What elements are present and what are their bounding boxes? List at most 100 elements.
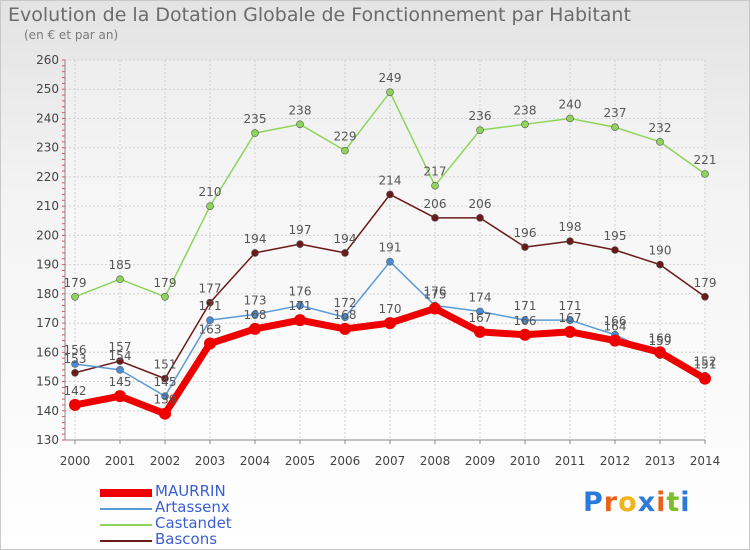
data-point-bascons bbox=[566, 237, 574, 246]
y-tick-label: 200 bbox=[36, 228, 59, 242]
data-label-bascons: 196 bbox=[514, 226, 537, 240]
data-label-artassenx: 154 bbox=[109, 349, 132, 363]
data-label-maurrin: 167 bbox=[559, 311, 582, 325]
data-label-bascons: 197 bbox=[289, 223, 312, 237]
data-label-castandet: 237 bbox=[604, 106, 627, 120]
data-label-bascons: 195 bbox=[604, 229, 627, 243]
data-point-maurrin bbox=[339, 322, 351, 335]
data-point-maurrin bbox=[519, 328, 531, 341]
y-tick-label: 140 bbox=[36, 404, 59, 418]
data-label-castandet: 238 bbox=[514, 103, 537, 117]
data-label-artassenx: 145 bbox=[154, 375, 177, 389]
data-point-artassenx bbox=[161, 392, 169, 400]
legend-label-maurrin: MAURRIN bbox=[155, 482, 226, 500]
y-tick-label: 150 bbox=[36, 375, 59, 389]
data-label-bascons: 198 bbox=[559, 220, 582, 234]
data-label-castandet: 238 bbox=[289, 103, 312, 117]
logo-letter: P bbox=[583, 487, 604, 518]
x-tick-label: 2002 bbox=[150, 454, 181, 468]
data-point-maurrin bbox=[294, 314, 306, 327]
data-point-maurrin bbox=[249, 322, 261, 335]
data-label-artassenx: 176 bbox=[289, 285, 312, 299]
y-tick-label: 160 bbox=[36, 345, 59, 359]
data-label-maurrin: 142 bbox=[64, 384, 87, 398]
data-point-artassenx bbox=[566, 316, 574, 324]
data-point-castandet bbox=[296, 120, 304, 129]
x-tick-label: 2005 bbox=[285, 454, 316, 468]
data-point-castandet bbox=[566, 114, 574, 123]
data-label-maurrin: 168 bbox=[244, 308, 267, 322]
series-bascons bbox=[71, 190, 709, 383]
data-label-artassenx: 152 bbox=[694, 355, 717, 369]
data-label-bascons: 206 bbox=[469, 197, 492, 211]
data-label-artassenx: 159 bbox=[649, 334, 672, 348]
data-label-artassenx: 171 bbox=[514, 299, 537, 313]
data-point-castandet bbox=[116, 275, 124, 284]
data-label-castandet: 221 bbox=[694, 153, 717, 167]
data-label-artassenx: 156 bbox=[64, 343, 87, 357]
data-label-castandet: 179 bbox=[64, 276, 87, 290]
logo-letter: x bbox=[637, 487, 657, 518]
data-point-bascons bbox=[431, 214, 439, 222]
y-tick-label: 260 bbox=[36, 53, 59, 67]
data-point-castandet bbox=[431, 181, 439, 190]
data-point-castandet bbox=[71, 292, 79, 301]
data-label-castandet: 210 bbox=[199, 185, 222, 199]
data-label-castandet: 236 bbox=[469, 109, 492, 123]
data-point-bascons bbox=[206, 298, 214, 307]
proxiti-logo: Proxiti bbox=[583, 487, 691, 518]
logo-letter: i bbox=[656, 487, 667, 518]
data-point-bascons bbox=[611, 246, 619, 254]
data-point-artassenx bbox=[116, 366, 124, 374]
data-point-castandet bbox=[701, 170, 709, 178]
series-maurrin bbox=[69, 302, 711, 420]
data-point-maurrin bbox=[69, 398, 81, 411]
data-label-maurrin: 166 bbox=[514, 314, 537, 328]
data-label-bascons: 179 bbox=[694, 276, 717, 290]
data-point-castandet bbox=[161, 292, 169, 301]
legend-swatch-castandet bbox=[100, 524, 152, 526]
data-label-maurrin: 167 bbox=[469, 311, 492, 325]
data-label-bascons: 153 bbox=[64, 352, 87, 366]
data-label-bascons: 177 bbox=[199, 282, 222, 296]
data-point-bascons bbox=[71, 368, 79, 377]
data-point-bascons bbox=[161, 374, 169, 383]
y-tick-label: 180 bbox=[36, 287, 59, 301]
data-point-artassenx bbox=[296, 301, 304, 310]
data-point-maurrin bbox=[159, 407, 171, 420]
x-tick-label: 2013 bbox=[645, 454, 676, 468]
x-tick-label: 2001 bbox=[105, 454, 136, 468]
data-point-castandet bbox=[656, 138, 664, 146]
chart-subtitle: (en € et par an) bbox=[24, 28, 119, 42]
data-point-artassenx bbox=[206, 316, 214, 324]
y-tick-label: 210 bbox=[36, 199, 59, 213]
logo-letter: r bbox=[603, 487, 619, 518]
data-point-bascons bbox=[251, 249, 259, 257]
data-point-artassenx bbox=[71, 360, 79, 368]
data-label-maurrin: 151 bbox=[694, 358, 717, 372]
x-tick-label: 2004 bbox=[240, 454, 271, 468]
data-label-castandet: 235 bbox=[244, 112, 267, 126]
data-point-maurrin bbox=[429, 302, 441, 315]
data-label-artassenx: 174 bbox=[469, 290, 492, 304]
y-tick-label: 170 bbox=[36, 316, 59, 330]
data-point-bascons bbox=[296, 240, 304, 248]
data-point-castandet bbox=[521, 120, 529, 129]
y-tick-label: 250 bbox=[36, 82, 59, 96]
x-tick-label: 2009 bbox=[465, 454, 496, 468]
data-point-castandet bbox=[611, 123, 619, 132]
x-tick-label: 2012 bbox=[600, 454, 631, 468]
data-label-artassenx: 166 bbox=[604, 314, 627, 328]
data-label-maurrin: 163 bbox=[199, 323, 222, 337]
data-label-artassenx: 173 bbox=[244, 293, 267, 307]
data-label-artassenx: 176 bbox=[424, 285, 447, 299]
legend-swatch-maurrin bbox=[100, 489, 152, 497]
logo-letter: t bbox=[666, 487, 681, 518]
y-tick-label: 190 bbox=[36, 258, 59, 272]
data-point-artassenx bbox=[386, 257, 394, 266]
x-tick-label: 2000 bbox=[60, 454, 91, 468]
data-point-artassenx bbox=[341, 313, 349, 322]
data-label-bascons: 151 bbox=[154, 358, 177, 372]
legend-swatch-bascons bbox=[100, 540, 152, 542]
data-point-castandet bbox=[386, 88, 394, 96]
